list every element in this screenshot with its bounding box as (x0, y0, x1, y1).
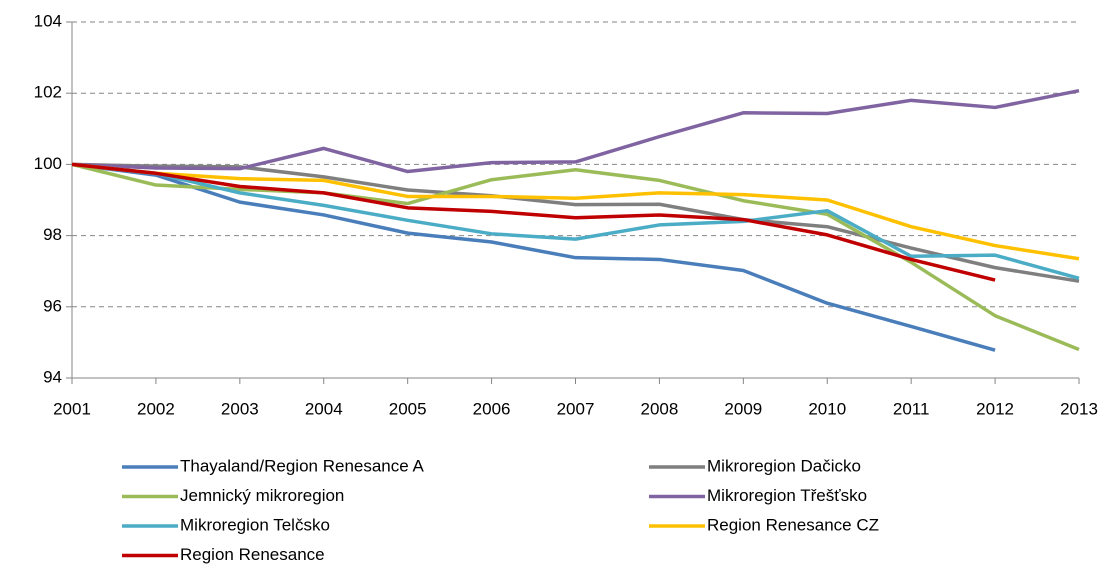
y-tick-label: 100 (34, 154, 62, 173)
x-tick-label: 2005 (389, 399, 427, 418)
x-tick-label: 2008 (641, 399, 679, 418)
y-tick-label: 102 (34, 83, 62, 102)
legend-label: Region Renesance CZ (707, 515, 879, 534)
legend-label: Region Renesance (180, 545, 325, 564)
x-tick-label: 2009 (724, 399, 762, 418)
x-tick-label: 2010 (808, 399, 846, 418)
x-tick-label: 2003 (221, 399, 259, 418)
series-line (71, 162, 1080, 261)
legend-label: Mikroregion Třešťsko (707, 486, 867, 505)
y-tick-label: 98 (43, 225, 62, 244)
series-line (71, 162, 996, 352)
x-tick-label: 2004 (305, 399, 343, 418)
legend-label: Mikroregion Telčsko (180, 515, 330, 534)
x-tick-label: 2001 (53, 399, 91, 418)
x-tick-label: 2011 (893, 399, 930, 418)
series-line (71, 162, 1080, 281)
y-tick-label: 94 (43, 367, 62, 386)
series-line (71, 162, 1080, 352)
x-tick-label: 2012 (976, 399, 1014, 418)
x-tick-label: 2006 (473, 399, 511, 418)
legend-label: Jemnický mikroregion (180, 486, 344, 505)
x-tick-label: 2007 (557, 399, 595, 418)
series-line (71, 88, 1080, 174)
x-tick-label: 2013 (1060, 399, 1098, 418)
y-tick-label: 96 (43, 296, 62, 315)
series-line (71, 162, 996, 282)
legend-label: Mikroregion Dačicko (707, 456, 861, 475)
x-tick-label: 2002 (137, 399, 175, 418)
y-tick-label: 104 (34, 11, 62, 30)
legend-label: Thayaland/Region Renesance A (180, 456, 424, 475)
